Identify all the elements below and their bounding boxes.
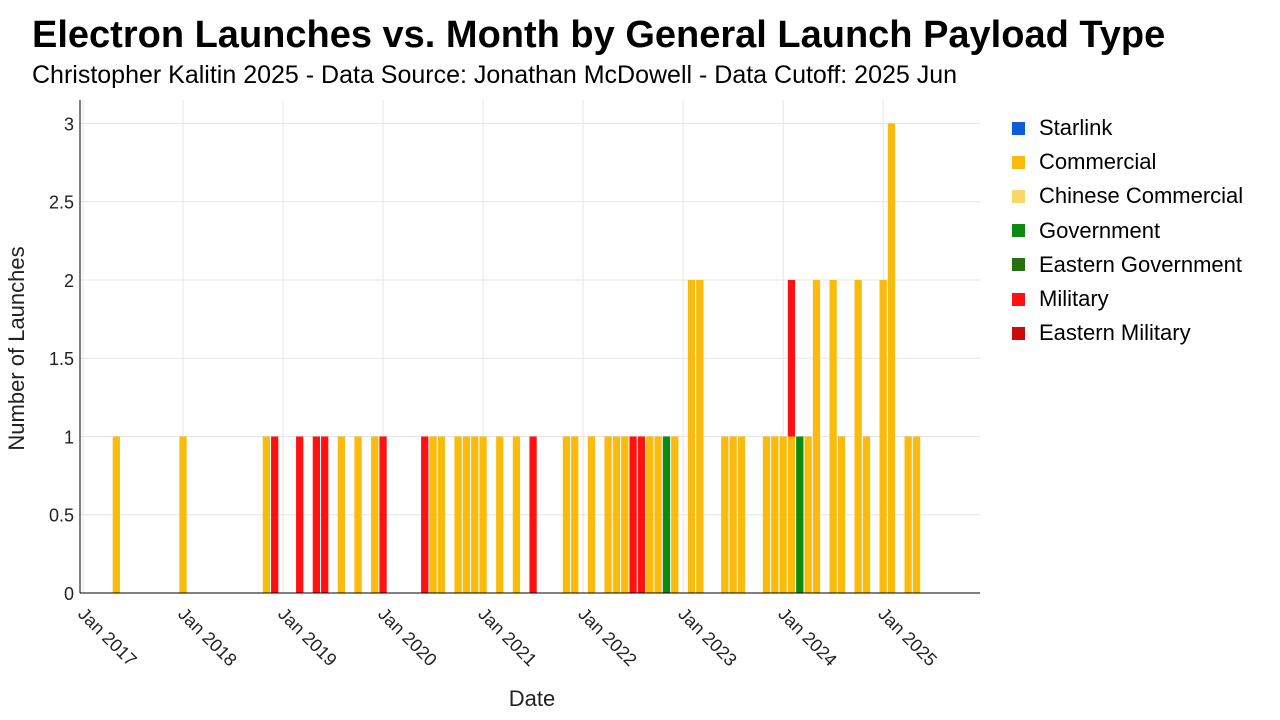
legend-swatch <box>1012 292 1025 306</box>
bar-military <box>421 436 429 593</box>
bar-commercial <box>837 436 846 593</box>
bar-government <box>662 436 671 593</box>
legend-item[interactable]: Eastern Government <box>1012 248 1243 282</box>
y-axis-title: Number of Launches <box>4 246 29 450</box>
legend-item[interactable]: Government <box>1012 214 1243 248</box>
legend-label: Starlink <box>1039 115 1113 141</box>
bar-commercial <box>829 279 837 593</box>
x-tick-label: Jan 2024 <box>774 604 841 671</box>
legend-label: Commercial <box>1039 149 1157 175</box>
y-tick-label: 3 <box>64 114 74 134</box>
y-tick-label: 1.5 <box>49 349 74 369</box>
chart-title: Electron Launches vs. Month by General L… <box>32 14 1166 56</box>
x-tick-label: Jan 2017 <box>74 604 141 671</box>
bar-military <box>296 436 304 593</box>
legend: Starlink Commercial Chinese Commercial Gove… <box>1012 111 1243 350</box>
bar-commercial <box>371 436 379 593</box>
legend-item[interactable]: Military <box>1012 282 1243 316</box>
bar-commercial <box>262 436 271 593</box>
legend-item[interactable]: Commercial <box>1012 145 1243 179</box>
bar-military <box>379 436 387 593</box>
legend-swatch <box>1012 258 1025 272</box>
bar-commercial <box>429 436 437 593</box>
bar-military <box>629 436 637 593</box>
bar-commercial <box>862 436 871 593</box>
bar-military <box>529 436 537 593</box>
x-tick-label: Jan 2022 <box>574 604 641 671</box>
y-tick-label: 2.5 <box>49 193 74 213</box>
y-tick-label: 1 <box>64 427 74 447</box>
x-tick-label: Jan 2021 <box>474 604 541 671</box>
bar-commercial <box>337 436 346 593</box>
legend-item[interactable]: Starlink <box>1012 111 1243 145</box>
legend-swatch <box>1012 224 1025 238</box>
x-tick-label: Jan 2019 <box>274 604 341 671</box>
bar-commercial <box>721 436 729 593</box>
y-tick-label: 0.5 <box>49 506 74 526</box>
bar-commercial <box>646 436 654 593</box>
bar-commercial <box>729 436 737 593</box>
legend-label: Eastern Military <box>1039 320 1191 346</box>
legend-label: Eastern Government <box>1039 251 1242 277</box>
chart-subtitle: Christopher Kalitin 2025 - Data Source: … <box>32 61 958 89</box>
bar-commercial <box>671 436 679 593</box>
bar-commercial <box>654 436 662 593</box>
bar-commercial <box>854 279 862 593</box>
bar-commercial <box>587 436 596 593</box>
bar-commercial <box>612 436 621 593</box>
legend-swatch <box>1012 189 1025 203</box>
bar-commercial <box>462 436 471 593</box>
bar-commercial <box>696 279 704 593</box>
bar-commercial <box>512 436 521 593</box>
legend-swatch <box>1012 155 1025 169</box>
bar-commercial <box>687 279 696 593</box>
bar-commercial <box>471 436 479 593</box>
bar-commercial <box>804 436 812 593</box>
bar-commercial <box>737 436 746 593</box>
bar-military <box>271 436 279 593</box>
bar-commercial <box>787 436 796 593</box>
bar-commercial <box>479 436 487 593</box>
bar-commercial <box>771 436 779 593</box>
bar-commercial <box>454 436 462 593</box>
legend-swatch <box>1012 121 1025 135</box>
x-tick-label: Jan 2023 <box>674 604 741 671</box>
x-tick-label: Jan 2025 <box>874 604 941 671</box>
legend-item[interactable]: Chinese Commercial <box>1012 179 1243 213</box>
bar-commercial <box>496 436 504 593</box>
y-tick-label: 0 <box>64 584 74 604</box>
bar-government <box>796 436 804 593</box>
bar-military <box>321 436 329 593</box>
bar-military <box>787 279 796 437</box>
bar-commercial <box>912 436 921 593</box>
legend-label: Chinese Commercial <box>1039 183 1244 209</box>
bar-commercial <box>812 279 821 593</box>
legend-swatch <box>1012 326 1025 340</box>
bar-commercial <box>762 436 771 593</box>
bar-military <box>637 436 646 593</box>
bar-commercial <box>879 279 887 593</box>
bar-commercial <box>604 436 612 593</box>
x-tick-label: Jan 2018 <box>174 604 241 671</box>
bar-military <box>312 436 321 593</box>
bar-commercial <box>354 436 362 593</box>
bar-commercial <box>887 123 896 593</box>
bar-commercial <box>112 436 120 593</box>
legend-item[interactable]: Eastern Military <box>1012 316 1243 350</box>
legend-label: Military <box>1039 286 1109 312</box>
y-tick-label: 2 <box>64 271 74 291</box>
legend-label: Government <box>1039 217 1161 243</box>
bar-commercial <box>904 436 912 593</box>
x-tick-label: Jan 2020 <box>374 604 441 671</box>
bar-commercial <box>437 436 446 593</box>
bar-commercial <box>562 436 571 593</box>
bar-commercial <box>779 436 787 593</box>
bar-commercial <box>621 436 629 593</box>
bar-commercial <box>179 436 187 593</box>
bar-commercial <box>571 436 579 593</box>
x-axis-title: Date <box>509 686 555 711</box>
